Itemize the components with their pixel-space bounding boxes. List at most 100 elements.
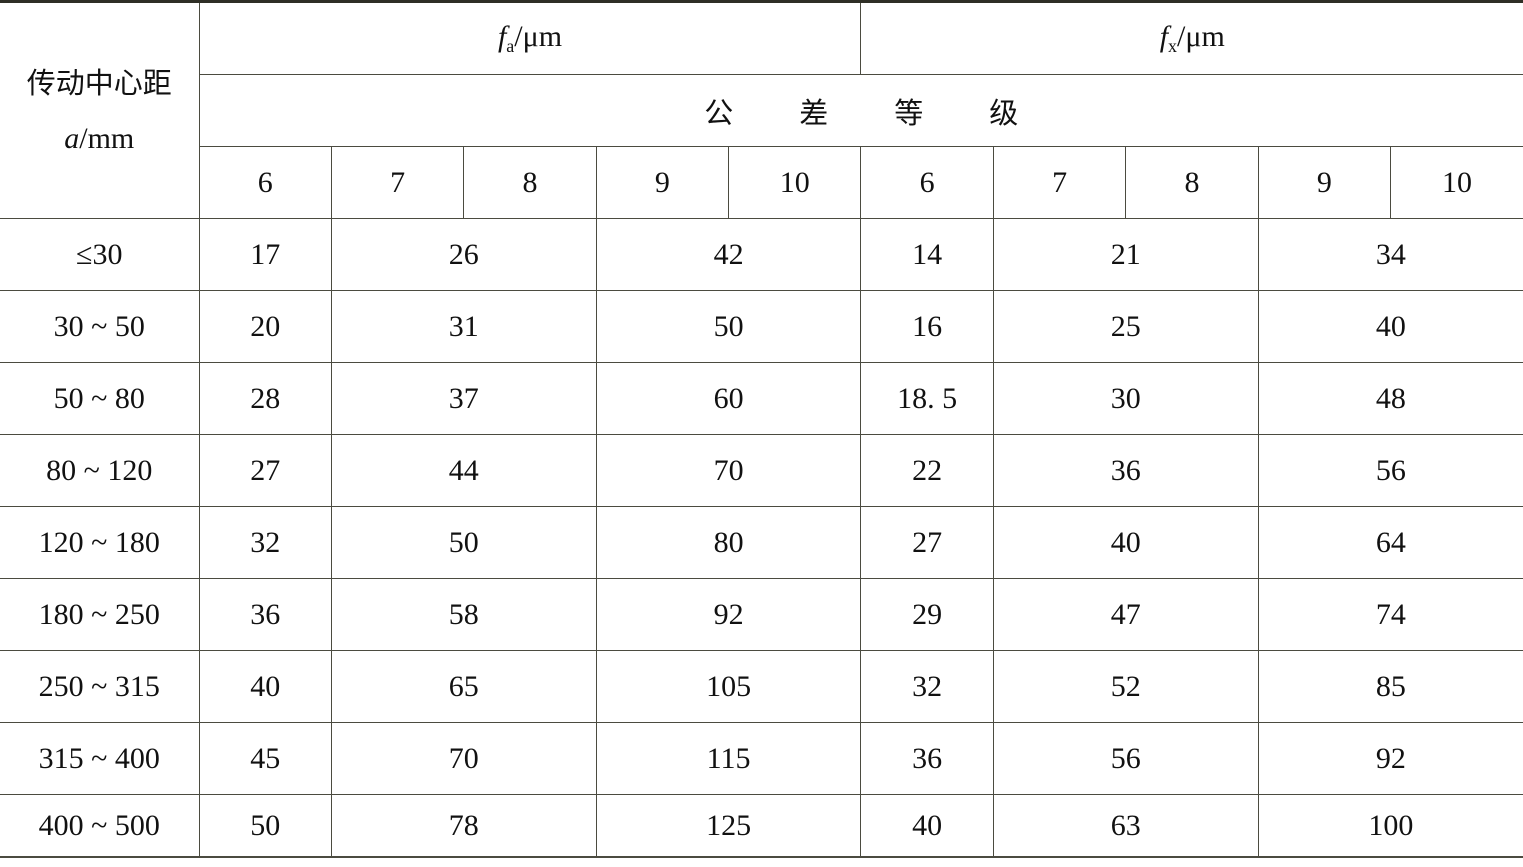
grade-char: 级 <box>989 95 1019 130</box>
fx-value-cell: 52 <box>992 650 1259 723</box>
header-row-grades: 6 7 8 9 10 6 7 8 9 10 <box>0 146 1523 219</box>
fx-value-cell: 36 <box>992 434 1259 507</box>
fa-value-cell: 78 <box>330 794 597 858</box>
center-distance-cell: ≤30 <box>0 218 200 291</box>
fa-value-cell: 27 <box>198 434 332 507</box>
fa-value-cell: 50 <box>330 506 597 579</box>
fx-value-cell: 85 <box>1257 650 1523 723</box>
fx-value-cell: 27 <box>860 506 994 579</box>
fa-value-cell: 58 <box>330 578 597 651</box>
center-distance-cell: 50 ~ 80 <box>0 362 200 435</box>
fa-grade-header: 8 <box>463 146 597 219</box>
center-distance-cell: 30 ~ 50 <box>0 290 200 363</box>
fa-value-cell: 32 <box>198 506 332 579</box>
fx-value-cell: 18. 5 <box>860 362 994 435</box>
table-row: 50 ~ 80 28 37 60 18. 5 30 48 <box>0 362 1523 435</box>
grade-char: 公 <box>704 95 734 130</box>
fx-grade-header: 7 <box>992 146 1127 219</box>
fa-value-cell: 40 <box>198 650 332 723</box>
table-row: 180 ~ 250 36 58 92 29 47 74 <box>0 578 1523 651</box>
fx-value-cell: 32 <box>860 650 994 723</box>
center-distance-cell: 400 ~ 500 <box>0 794 200 858</box>
fa-value-cell: 60 <box>595 362 862 435</box>
center-distance-cell: 180 ~ 250 <box>0 578 200 651</box>
table-row: 315 ~ 400 45 70 115 36 56 92 <box>0 722 1523 795</box>
fx-value-cell: 36 <box>860 722 994 795</box>
fa-value-cell: 65 <box>330 650 597 723</box>
fa-grade-header: 10 <box>728 146 862 219</box>
fa-unit: /μm <box>514 20 563 53</box>
fa-grade-header: 7 <box>330 146 465 219</box>
center-distance-cell: 120 ~ 180 <box>0 506 200 579</box>
fx-value-cell: 16 <box>860 290 994 363</box>
fa-grade-header: 6 <box>199 146 332 219</box>
table-row: 80 ~ 120 27 44 70 22 36 56 <box>0 434 1523 507</box>
fx-grade-header: 6 <box>860 146 994 219</box>
fx-subscript: x <box>1168 36 1178 56</box>
fx-value-cell: 74 <box>1257 578 1523 651</box>
fa-value-cell: 28 <box>198 362 332 435</box>
fx-value-cell: 92 <box>1257 722 1523 795</box>
table-row: 250 ~ 315 40 65 105 32 52 85 <box>0 650 1523 723</box>
fx-grade-header: 9 <box>1257 146 1392 219</box>
fa-value-cell: 92 <box>595 578 862 651</box>
fx-grade-header: 10 <box>1390 146 1523 219</box>
table-row: 30 ~ 50 20 31 50 16 25 40 <box>0 290 1523 363</box>
center-distance-header: 传动中心距 a/mm <box>0 1 200 219</box>
unit-symbol: a <box>64 121 80 155</box>
fa-value-cell: 70 <box>330 722 597 795</box>
fx-value-cell: 40 <box>1257 290 1523 363</box>
fx-group-header: fx/μm <box>860 1 1523 75</box>
fx-value-cell: 56 <box>1257 434 1523 507</box>
fx-value-cell: 29 <box>860 578 994 651</box>
fa-value-cell: 20 <box>198 290 332 363</box>
fa-grade-header: 9 <box>595 146 730 219</box>
fa-value-cell: 31 <box>330 290 597 363</box>
fa-value-cell: 80 <box>595 506 862 579</box>
fx-value-cell: 40 <box>992 506 1259 579</box>
fa-value-cell: 26 <box>330 218 597 291</box>
fa-value-cell: 36 <box>198 578 332 651</box>
grade-char: 等 <box>894 95 924 130</box>
fa-subscript: a <box>506 36 515 56</box>
header-row-tolerance-grade: 公差等级 <box>0 74 1523 147</box>
fa-value-cell: 70 <box>595 434 862 507</box>
fa-value-cell: 125 <box>595 794 862 858</box>
fx-value-cell: 22 <box>860 434 994 507</box>
fa-value-cell: 105 <box>595 650 862 723</box>
fx-symbol: f <box>1159 20 1169 53</box>
fx-value-cell: 56 <box>992 722 1259 795</box>
fx-unit: /μm <box>1177 20 1225 53</box>
fx-value-cell: 63 <box>992 794 1259 858</box>
fa-value-cell: 115 <box>595 722 862 795</box>
table-row: 400 ~ 500 50 78 125 40 63 100 <box>0 794 1523 858</box>
center-distance-cell: 80 ~ 120 <box>0 434 200 507</box>
center-distance-unit: a/mm <box>0 111 199 167</box>
table-row: ≤30 17 26 42 14 21 34 <box>0 218 1523 291</box>
fa-value-cell: 37 <box>330 362 597 435</box>
center-distance-label: 传动中心距 <box>26 65 172 100</box>
fa-symbol: f <box>497 20 507 53</box>
fa-value-cell: 44 <box>330 434 597 507</box>
grade-char: 差 <box>799 95 829 130</box>
fa-value-cell: 50 <box>595 290 862 363</box>
fa-value-cell: 50 <box>198 794 332 858</box>
fx-value-cell: 47 <box>992 578 1259 651</box>
fx-value-cell: 64 <box>1257 506 1523 579</box>
fa-value-cell: 17 <box>198 218 332 291</box>
fx-value-cell: 21 <box>992 218 1259 291</box>
center-distance-cell: 315 ~ 400 <box>0 722 200 795</box>
fx-value-cell: 34 <box>1257 218 1523 291</box>
fx-value-cell: 40 <box>860 794 994 858</box>
fa-value-cell: 42 <box>595 218 862 291</box>
tolerance-grade-header: 公差等级 <box>199 74 1523 147</box>
fx-value-cell: 14 <box>860 218 994 291</box>
fx-value-cell: 30 <box>992 362 1259 435</box>
fa-value-cell: 45 <box>198 722 332 795</box>
center-distance-cell: 250 ~ 315 <box>0 650 200 723</box>
table-row: 120 ~ 180 32 50 80 27 40 64 <box>0 506 1523 579</box>
fx-grade-header: 8 <box>1125 146 1259 219</box>
unit-text: /mm <box>79 121 135 155</box>
fx-value-cell: 100 <box>1257 794 1523 858</box>
